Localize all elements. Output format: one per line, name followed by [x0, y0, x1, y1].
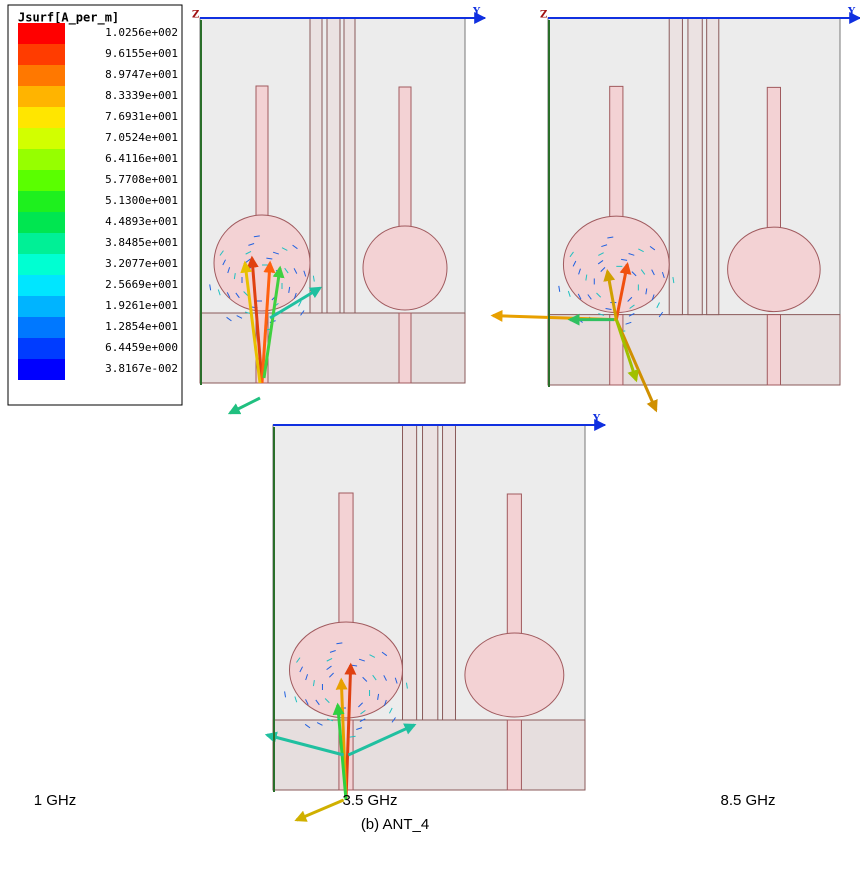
- slot: [669, 18, 682, 315]
- legend-label: 7.6931e+001: [105, 110, 178, 123]
- legend-label: 1.0256e+002: [105, 26, 178, 39]
- legend-label: 5.7708e+001: [105, 173, 178, 186]
- caption: 1 GHz: [34, 792, 77, 809]
- axis-label: Z: [540, 10, 547, 21]
- legend-label: 8.9747e+001: [105, 68, 178, 81]
- axis-label: Y: [847, 7, 856, 18]
- legend-label: 2.5669e+001: [105, 278, 178, 291]
- field-plot: Y: [267, 414, 605, 821]
- legend-swatch: [18, 44, 65, 65]
- feed-line: [610, 315, 623, 385]
- axis-label: Y: [592, 414, 601, 425]
- legend-swatch: [18, 170, 65, 191]
- legend-swatch: [18, 86, 65, 107]
- slot: [403, 425, 417, 720]
- figure-caption: (b) ANT_4: [361, 816, 429, 833]
- legend-label: 6.4459e+000: [105, 341, 178, 354]
- legend-swatch: [18, 359, 65, 380]
- legend-label: 8.3339e+001: [105, 89, 178, 102]
- legend-label: 9.6155e+001: [105, 47, 178, 60]
- legend-swatch: [18, 128, 65, 149]
- ground-plane: [548, 315, 840, 385]
- legend-label: 7.0524e+001: [105, 131, 178, 144]
- feed-line: [507, 720, 521, 790]
- current-arrow: [230, 398, 260, 413]
- axis-label: Y: [472, 7, 481, 18]
- legend-label: 3.8485e+001: [105, 236, 178, 249]
- legend-swatch: [18, 296, 65, 317]
- slot: [310, 18, 322, 313]
- legend-swatch: [18, 23, 65, 44]
- ground-plane: [273, 720, 585, 790]
- radiator: [728, 227, 821, 311]
- slot: [707, 18, 719, 315]
- figure: Jsurf[A_per_m] 1.0256e+0029.6155e+0018.9…: [0, 0, 860, 867]
- legend-swatch: [18, 275, 65, 296]
- legend-label: 5.1300e+001: [105, 194, 178, 207]
- legend-label: 1.9261e+001: [105, 299, 178, 312]
- legend-swatch: [18, 149, 65, 170]
- legend: Jsurf[A_per_m] 1.0256e+0029.6155e+0018.9…: [8, 5, 182, 405]
- legend-swatch: [18, 317, 65, 338]
- slot: [443, 425, 456, 720]
- legend-label: 4.4893e+001: [105, 215, 178, 228]
- slot: [688, 18, 702, 315]
- caption: 8.5 GHz: [720, 792, 775, 809]
- legend-swatch: [18, 338, 65, 359]
- axis-label: Z: [192, 10, 199, 21]
- field-plot: ZY: [493, 7, 860, 411]
- legend-swatch: [18, 254, 65, 275]
- legend-swatch: [18, 233, 65, 254]
- legend-swatch: [18, 191, 65, 212]
- slot: [327, 18, 340, 313]
- slot: [423, 425, 438, 720]
- legend-swatch: [18, 107, 65, 128]
- radiator: [465, 633, 564, 717]
- legend-label: 3.2077e+001: [105, 257, 178, 270]
- legend-label: 6.4116e+001: [105, 152, 178, 165]
- legend-swatch: [18, 65, 65, 86]
- ground-plane: [200, 313, 465, 383]
- legend-label: 3.8167e-002: [105, 362, 178, 375]
- current-arrow: [297, 800, 344, 820]
- legend-label: 1.2854e+001: [105, 320, 178, 333]
- slot: [344, 18, 355, 313]
- legend-swatch: [18, 212, 65, 233]
- caption: 3.5 GHz: [342, 792, 397, 809]
- radiator: [214, 215, 310, 311]
- radiator: [363, 226, 447, 310]
- feed-line: [767, 315, 780, 385]
- feed-line: [399, 313, 411, 383]
